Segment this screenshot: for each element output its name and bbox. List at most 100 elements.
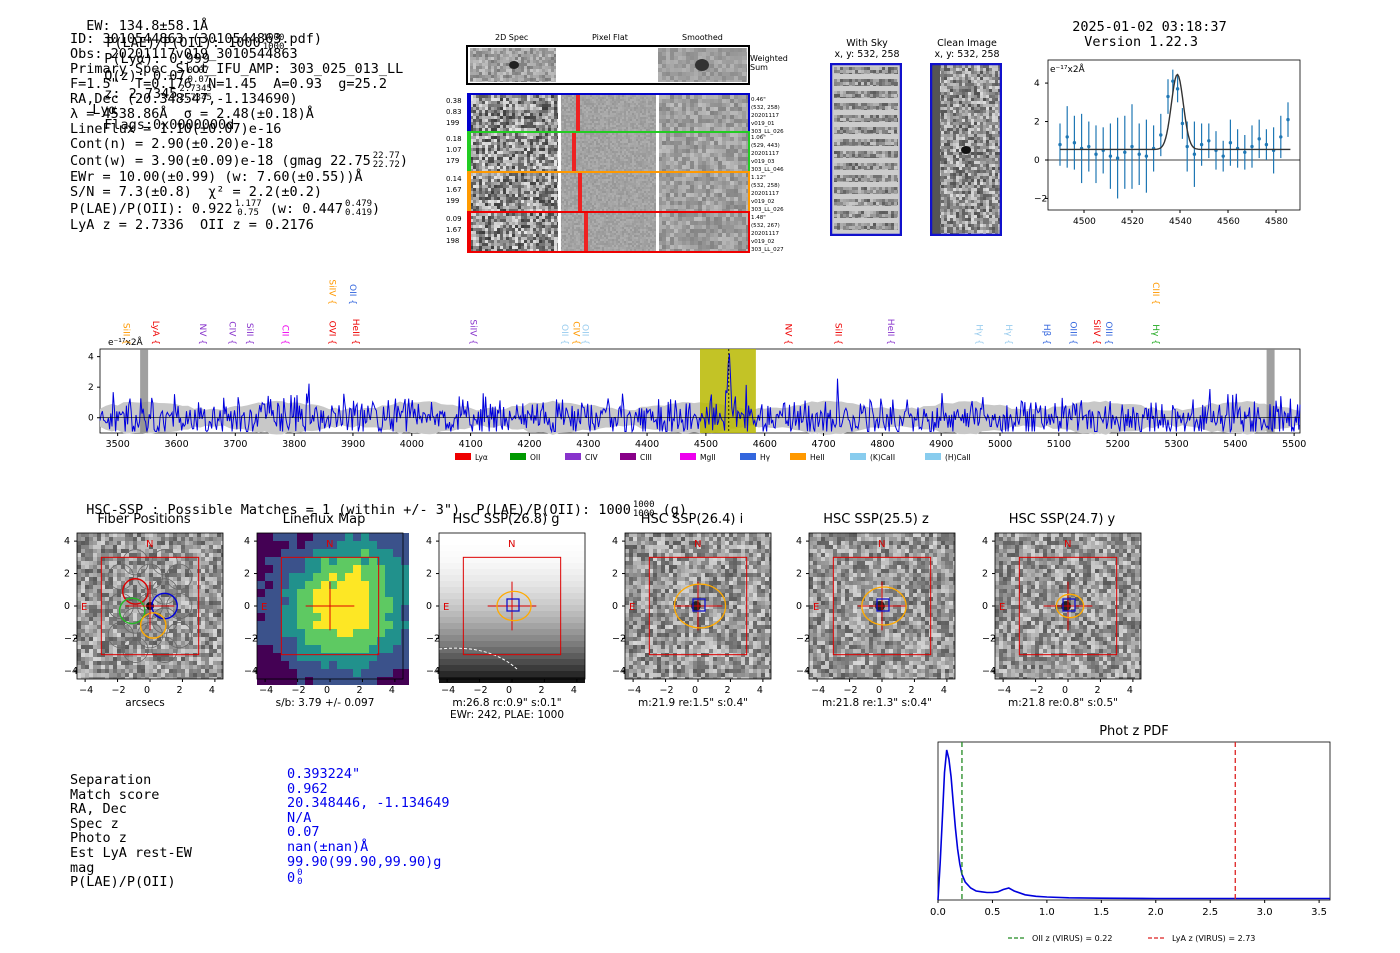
pixel (539, 200, 542, 203)
pixel (602, 165, 604, 167)
pixel (557, 98, 558, 101)
pixel (746, 169, 748, 171)
pixel (636, 147, 638, 149)
pixel (548, 66, 551, 69)
pixel (646, 97, 648, 99)
pixel (598, 97, 600, 99)
pixel (554, 206, 557, 209)
pixel (628, 205, 630, 207)
pixel (670, 173, 674, 177)
pixel (638, 97, 640, 99)
pixel (580, 127, 582, 129)
pixel (580, 119, 582, 121)
pixel (596, 101, 598, 103)
pixel (698, 76, 702, 80)
pixel (658, 76, 662, 80)
pixel (602, 205, 604, 207)
pixel (618, 167, 620, 169)
pixel (594, 201, 596, 203)
pixel (590, 187, 592, 189)
pixel (506, 116, 509, 119)
pixel (614, 191, 616, 193)
pixel (574, 199, 576, 201)
pixel (548, 107, 551, 110)
pixel (648, 175, 650, 177)
pixel (718, 99, 722, 103)
pixel (634, 149, 636, 151)
pixel (650, 125, 652, 127)
pixel (527, 157, 530, 160)
pixel (551, 139, 554, 142)
pixel (628, 113, 630, 115)
pixel (564, 163, 566, 165)
pixel (533, 145, 536, 148)
pixel (604, 149, 606, 151)
pixel (714, 123, 718, 127)
pixel (654, 153, 656, 155)
pixel (497, 163, 500, 166)
pixel (594, 133, 596, 135)
pixel (582, 197, 584, 199)
pixel (524, 185, 527, 188)
pixel (551, 66, 554, 69)
pixel (640, 197, 642, 199)
pixel (566, 119, 568, 121)
pixel (542, 151, 545, 154)
pixel (512, 128, 515, 131)
pixel (539, 54, 542, 57)
pixel (512, 54, 515, 57)
pixel (542, 154, 545, 157)
pixel (515, 119, 518, 122)
pixel (551, 148, 554, 151)
pixel (590, 129, 592, 131)
pixel (488, 154, 491, 157)
pixel (518, 107, 521, 110)
pixel (612, 141, 614, 143)
pixel (628, 191, 630, 193)
pixel (738, 111, 742, 115)
pixel (521, 60, 524, 63)
pixel (588, 113, 590, 115)
pixel (632, 165, 634, 167)
pixel (488, 78, 491, 81)
pixel (512, 203, 515, 206)
pixel (666, 60, 670, 64)
pixel (640, 153, 642, 155)
pixel (734, 145, 738, 149)
pixel (634, 185, 636, 187)
pixel (586, 179, 588, 181)
pixel (554, 154, 557, 157)
pixel (608, 119, 610, 121)
pixel (509, 154, 512, 157)
pixel (497, 95, 500, 98)
pixel (588, 187, 590, 189)
pixel (742, 123, 746, 127)
pixel (542, 206, 545, 209)
pixel (722, 103, 726, 107)
pixel (576, 185, 578, 187)
pixel (698, 145, 702, 149)
pixel (626, 95, 628, 97)
pixel (548, 51, 551, 54)
pixel (638, 139, 640, 141)
pixel (620, 175, 622, 177)
pixel (694, 99, 698, 103)
pixel (524, 173, 527, 176)
pixel (678, 145, 682, 149)
pixel (598, 189, 600, 191)
pixel (590, 175, 592, 177)
pixel (518, 125, 521, 128)
pixel (722, 60, 726, 64)
pixel (518, 60, 521, 63)
pixel (488, 173, 491, 176)
pixel (584, 155, 586, 157)
pixel (658, 103, 662, 107)
pixel (746, 68, 747, 72)
pixel (596, 157, 598, 159)
pixel (612, 107, 614, 109)
pixel (524, 81, 527, 82)
pixel (491, 209, 494, 211)
pixel (610, 197, 612, 199)
pixel (521, 51, 524, 54)
pixel (562, 113, 564, 115)
